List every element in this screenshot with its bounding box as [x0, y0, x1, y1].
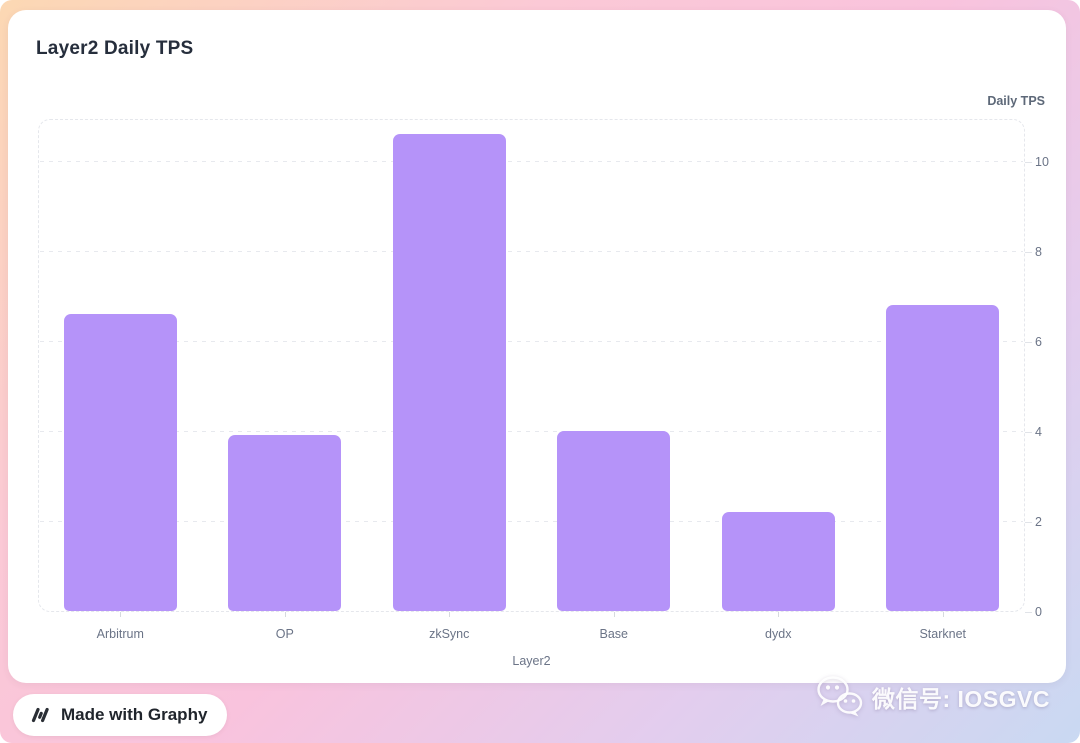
bar-op [228, 435, 342, 611]
y-tick-label: 2 [1035, 514, 1042, 529]
x-axis-title: Layer2 [512, 654, 551, 668]
gridline [40, 160, 1023, 162]
x-tick-label: Arbitrum [96, 627, 144, 641]
gridline [40, 250, 1023, 252]
made-with-graphy-badge[interactable]: Made with Graphy [13, 694, 228, 736]
x-tick-mark [449, 612, 451, 617]
bar-dydx [721, 511, 835, 611]
x-tick-mark [613, 612, 615, 617]
y-tick-label: 6 [1035, 334, 1042, 349]
gridline [40, 520, 1023, 522]
plot-border [38, 119, 1025, 612]
x-tick-mark [284, 612, 286, 617]
wechat-watermark: 微信号: IOSGVC [814, 672, 1050, 722]
x-tick-label: dydx [765, 627, 792, 641]
x-tick-label: Starknet [919, 627, 967, 641]
y-tick-label: 10 [1035, 154, 1049, 169]
y-tick-mark [1025, 161, 1032, 163]
x-tick-label: zkSync [429, 627, 470, 641]
y-tick-mark [1025, 612, 1032, 613]
y-tick-label: 8 [1035, 244, 1042, 259]
y-axis-title: Daily TPS [987, 94, 1045, 108]
bar-arbitrum [63, 313, 177, 611]
wechat-icon [817, 676, 863, 717]
watermark-text: 微信号: IOSGVC [871, 686, 1050, 712]
x-tick-mark [942, 612, 944, 617]
plot-area [38, 119, 1025, 612]
x-tick-mark [778, 612, 780, 617]
badge-label: Made with Graphy [61, 705, 208, 724]
y-tick-mark [1025, 431, 1032, 433]
gridline [40, 340, 1023, 342]
x-tick-label: OP [275, 627, 294, 641]
y-tick-mark [1025, 521, 1032, 523]
chart-title: Layer2 Daily TPS [36, 38, 194, 59]
x-tick-mark [120, 612, 122, 617]
chart-card: Layer2 Daily TPS Daily TPS Layer2 0 2 4 6 8 1… [8, 10, 1066, 683]
y-tick-mark [1025, 341, 1032, 343]
y-tick-label: 4 [1035, 424, 1042, 439]
gridline [40, 430, 1023, 432]
x-tick-label: Base [599, 627, 629, 641]
graphy-slashes-icon [31, 707, 49, 723]
y-tick-mark [1025, 251, 1032, 253]
bar-zksync [392, 133, 506, 611]
bar-starknet [886, 304, 1000, 611]
y-tick-label: 0 [1035, 605, 1042, 619]
bar-base [557, 430, 671, 611]
